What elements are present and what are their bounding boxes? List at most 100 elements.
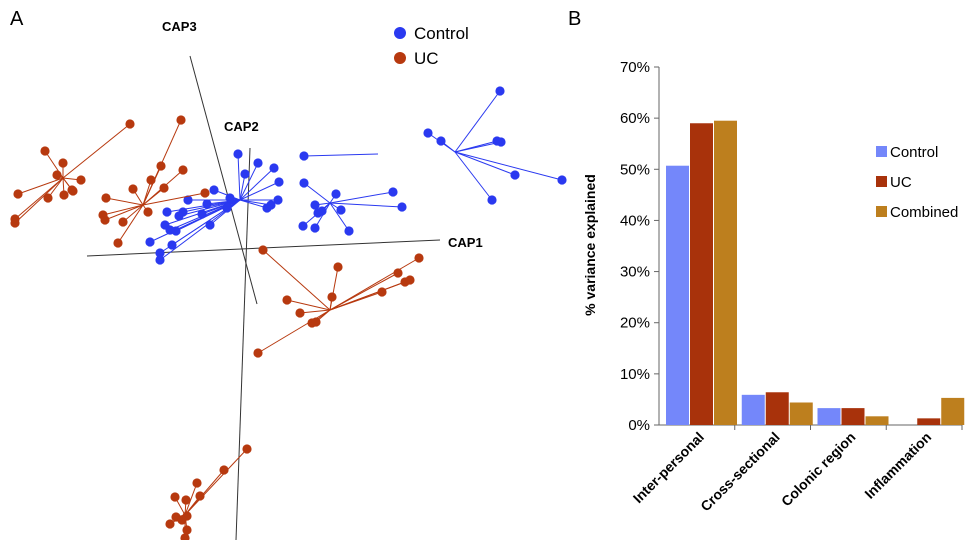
spider-link [329,257,420,311]
uc-sample-point [170,492,180,502]
cap3-label: CAP3 [162,19,197,34]
control-sample-point [388,187,398,197]
control-sample-point [209,185,219,195]
spider-link [105,197,144,206]
spider-link [454,151,493,201]
spider-link [117,204,144,244]
uc-sample-point [143,207,153,217]
spider-link [184,482,198,516]
spider-link [454,151,516,176]
uc-sample-point [393,268,403,278]
spider-link [102,204,144,216]
bar-combined-inter-personal [714,120,737,425]
uc-sample-point [192,478,202,488]
uc-sample-point [118,217,128,227]
control-sample-point [557,175,567,185]
control-sample-point [331,189,341,199]
control-sample-point [495,86,505,96]
uc-sample-point [159,183,169,193]
uc-sample-point [125,119,135,129]
control-sample-point [310,223,320,233]
uc-sample-point [195,491,205,501]
control-sample-point [298,221,308,231]
uc-sample-point [253,348,263,358]
spider-link [184,448,248,516]
spider-link [17,177,64,195]
spider-link [14,177,64,224]
spider-link [454,151,563,181]
uc-sample-point [76,175,86,185]
control-sample-point [310,200,320,210]
legend-control-label: Control [414,24,469,43]
category-label: Inflammation [861,429,934,502]
control-sample-point [269,163,279,173]
control-sample-point [253,158,263,168]
category-label: Inter-personal [630,429,707,506]
uc-sample-point [101,193,111,203]
spider-link [257,309,331,354]
control-sample-point [183,195,193,205]
spider-link [142,165,162,206]
y-tick-label: 0% [628,417,650,434]
uc-sample-point [146,175,156,185]
control-sample-point [274,177,284,187]
control-sample-point [165,225,175,235]
bar-control-inter-personal [666,165,689,425]
spider-link [329,279,411,311]
sample-points [10,86,567,540]
uc-sample-point [176,115,186,125]
cap1-label: CAP1 [448,235,483,250]
spider-link [239,199,268,209]
bar-control-colonic-region [817,408,841,425]
spider-link [454,90,501,153]
control-sample-point [197,209,207,219]
uc-sample-point [180,533,190,540]
uc-sample-point [405,275,415,285]
control-sample-point [299,178,309,188]
uc-sample-point [40,146,50,156]
control-sample-point [510,170,520,180]
uc-sample-point [311,317,321,327]
bar-combined-colonic-region [865,416,889,425]
spider-link [62,123,131,179]
spider-link [239,167,275,201]
uc-sample-point [295,308,305,318]
control-sample-point [344,226,354,236]
uc-sample-point [113,238,123,248]
uc-sample-point [377,287,387,297]
spider-link [303,153,379,157]
legend-combined-label: Combined [890,204,958,221]
uc-sample-point [43,193,53,203]
y-tick-label: 50% [620,161,650,178]
control-sample-point [205,220,215,230]
uc-sample-point [282,295,292,305]
spider-link [329,202,350,232]
bar-uc-inter-personal [690,123,713,425]
bar-uc-inflammation [917,418,941,425]
control-sample-point [336,205,346,215]
category-label: Colonic region [778,429,859,510]
control-sample-point [162,207,172,217]
spider-link [239,181,280,201]
control-sample-point [174,211,184,221]
uc-sample-point [58,158,68,168]
uc-sample-point [242,444,252,454]
legend-control-label: Control [890,144,938,161]
cap2-label: CAP2 [224,119,259,134]
control-sample-point [299,151,309,161]
y-tick-label: 10% [620,366,650,383]
legend-uc-label: UC [890,174,912,191]
uc-sample-point [333,262,343,272]
uc-sample-point [177,515,187,525]
spider-link [329,191,394,204]
y-tick-label: 60% [620,110,650,127]
y-tick-label: 30% [620,264,650,281]
uc-sample-point [52,170,62,180]
control-sample-point [222,203,232,213]
spider-link [239,162,259,201]
bar-combined-cross-sectional [789,402,813,425]
control-sample-point [397,202,407,212]
uc-sample-point [327,292,337,302]
